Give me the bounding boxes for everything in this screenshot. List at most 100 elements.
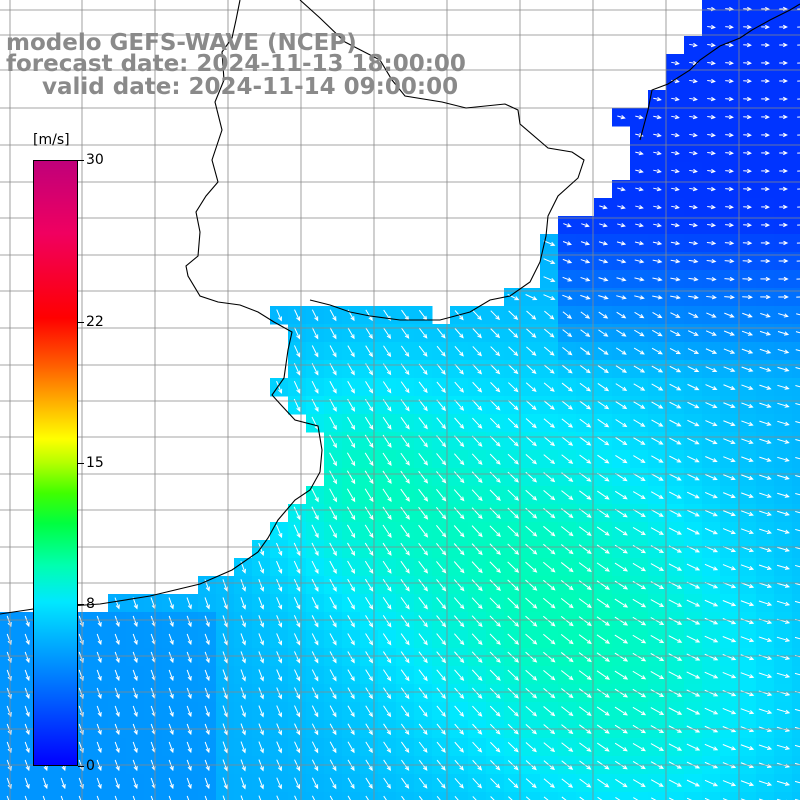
wind-arrow	[222, 651, 228, 664]
wind-arrow	[760, 240, 771, 246]
wind-arrow	[797, 224, 800, 226]
wind-arrow	[779, 222, 789, 228]
wind-arrow	[436, 741, 446, 753]
speed-cell	[558, 792, 577, 800]
wind-arrow	[489, 597, 501, 610]
wind-arrow	[311, 669, 319, 682]
wind-arrow	[668, 743, 683, 751]
wind-arrow	[471, 651, 483, 664]
wind-arrow	[204, 651, 210, 664]
wind-arrow	[364, 416, 374, 430]
speed-cell	[792, 144, 800, 163]
wind-arrow	[707, 150, 716, 156]
wind-arrow	[311, 560, 319, 574]
wind-arrow	[598, 311, 609, 319]
wind-arrow	[311, 615, 319, 628]
wind-arrow	[222, 669, 228, 682]
wind-arrow	[24, 777, 30, 790]
wind-arrow	[635, 168, 644, 174]
wind-arrow	[329, 506, 337, 521]
wind-arrow	[707, 132, 716, 138]
wind-arrow	[364, 506, 374, 521]
speed-cell	[792, 72, 800, 91]
wind-arrow	[561, 526, 574, 537]
wind-arrow	[632, 544, 646, 554]
wind-arrow	[580, 259, 591, 264]
wind-arrow	[707, 60, 716, 66]
wind-arrow	[707, 78, 716, 84]
wind-arrow	[240, 795, 244, 800]
wind-arrow	[418, 651, 428, 664]
wind-arrow	[776, 564, 791, 570]
wind-arrow	[383, 345, 392, 358]
wind-arrow	[579, 796, 585, 800]
wind-arrow	[704, 617, 719, 625]
wind-arrow	[543, 796, 549, 800]
wind-arrow	[616, 311, 627, 319]
wind-arrow	[329, 345, 337, 358]
wind-arrow	[797, 188, 800, 190]
wind-arrow	[650, 779, 664, 787]
speed-cell	[216, 792, 235, 800]
wind-arrow	[96, 669, 102, 682]
wind-arrow	[741, 330, 754, 336]
wind-arrow	[525, 669, 538, 681]
wind-arrow	[795, 421, 800, 424]
wind-arrow	[740, 582, 755, 589]
wind-arrow	[741, 384, 754, 390]
wind-arrow	[472, 346, 483, 357]
wind-arrow	[400, 615, 410, 628]
wind-arrow	[632, 509, 646, 518]
wind-arrow	[797, 152, 800, 154]
wind-arrow	[651, 419, 664, 427]
wind-arrow	[294, 777, 301, 790]
wind-arrow	[633, 455, 646, 463]
wind-arrow	[346, 506, 356, 521]
wind-arrow	[759, 348, 772, 354]
wind-arrow	[633, 401, 646, 409]
wind-arrow	[401, 795, 405, 800]
wind-arrow	[293, 615, 301, 628]
wind-arrow	[580, 276, 591, 282]
wind-arrow	[650, 491, 664, 499]
speed-cell	[792, 468, 800, 487]
wind-arrow	[418, 597, 428, 610]
wind-arrow	[132, 597, 138, 610]
colorbar-tick-label: 0	[86, 758, 95, 774]
speed-cell	[594, 792, 613, 800]
wind-arrow	[705, 402, 718, 409]
wind-arrow	[614, 580, 629, 590]
wind-arrow	[741, 348, 754, 354]
wind-arrow	[560, 616, 574, 627]
wind-arrow	[311, 542, 319, 557]
wind-arrow	[204, 633, 210, 646]
wind-arrow	[168, 633, 174, 646]
speed-cell	[756, 792, 775, 800]
wind-arrow	[741, 420, 754, 426]
wind-arrow	[722, 689, 737, 697]
wind-arrow	[472, 796, 477, 800]
wind-arrow	[650, 599, 665, 608]
speed-cell	[648, 792, 667, 800]
wind-arrow	[507, 525, 520, 537]
wind-arrow	[632, 634, 647, 644]
wind-arrow	[560, 562, 574, 573]
wind-arrow	[707, 24, 716, 30]
wind-arrow	[418, 488, 429, 502]
wind-arrow	[778, 294, 789, 300]
speed-cell	[270, 792, 289, 800]
wind-arrow	[779, 150, 788, 156]
wind-arrow	[347, 705, 355, 718]
wind-arrow	[616, 259, 627, 264]
wind-arrow	[596, 652, 610, 662]
wind-arrow	[346, 488, 356, 503]
wind-arrow	[760, 312, 771, 318]
colorbar-tick-label: 15	[86, 455, 104, 471]
wind-arrow	[365, 345, 373, 358]
wind-arrow	[454, 741, 464, 753]
speed-cell	[792, 252, 800, 271]
wind-arrow	[347, 687, 355, 700]
wind-arrow	[276, 542, 283, 557]
wind-arrow	[795, 385, 800, 388]
wind-arrow	[650, 689, 665, 698]
